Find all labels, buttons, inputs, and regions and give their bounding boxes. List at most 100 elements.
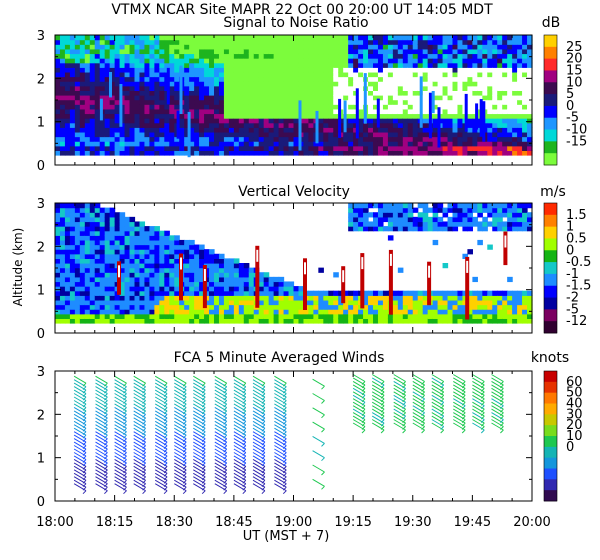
snr-cell [467, 118, 473, 124]
snr-cell [218, 131, 225, 138]
snr-cell [512, 62, 518, 68]
snr-cell [169, 62, 175, 68]
snr-cell [189, 150, 195, 156]
snr-cell [189, 35, 195, 41]
snr-cell [199, 58, 205, 64]
snr-cell [243, 62, 250, 68]
snr-cell [164, 48, 170, 55]
snr-cell [258, 85, 265, 91]
velocity-cell [169, 313, 175, 319]
velocity-cell [154, 313, 160, 319]
snr-cell [363, 39, 369, 45]
snr-cell [527, 90, 533, 96]
snr-cell [402, 53, 409, 59]
velocity-cell [119, 235, 126, 241]
velocity-cell [209, 286, 215, 292]
snr-cell [204, 141, 210, 147]
snr-cell [333, 85, 339, 91]
snr-spike [355, 88, 359, 139]
snr-cell [194, 76, 200, 82]
snr-cell [214, 44, 220, 50]
snr-cell [223, 44, 230, 50]
snr-cell [129, 39, 136, 45]
snr-cell [502, 127, 508, 133]
snr-cell [333, 122, 339, 128]
velocity-cell [427, 207, 434, 213]
velocity-cell [288, 290, 295, 296]
snr-cell [452, 145, 459, 151]
velocity-cell [109, 267, 116, 273]
snr-cell [139, 104, 146, 110]
wind-barb-flag [163, 452, 168, 456]
velocity-cell [214, 318, 220, 324]
snr-cell [452, 141, 459, 147]
snr-cell [223, 62, 230, 68]
snr-cell [184, 127, 190, 133]
snr-cell [462, 150, 469, 156]
velocity-cell [55, 244, 61, 250]
snr-cell [89, 48, 96, 55]
snr-cell [124, 95, 131, 101]
snr-cell [432, 58, 439, 64]
snr-cell [348, 127, 354, 133]
velocity-cell [174, 276, 180, 283]
velocity-cell [422, 304, 429, 310]
velocity-cell [343, 295, 349, 301]
snr-cell [412, 35, 419, 41]
snr-cell [69, 85, 76, 91]
snr-cell [189, 44, 195, 50]
snr-cell [507, 104, 513, 110]
snr-cell [502, 108, 508, 115]
snr-cell [288, 53, 295, 59]
snr-cell [268, 145, 275, 151]
snr-cell [179, 39, 185, 45]
snr-cell [84, 58, 91, 64]
velocity-cell [174, 263, 180, 269]
velocity-cell [522, 207, 528, 213]
wind-barb [274, 375, 287, 384]
velocity-cell [323, 309, 329, 315]
velocity-cell [134, 304, 141, 310]
snr-cell [149, 62, 155, 68]
snr-cell [79, 53, 86, 59]
snr-cell [293, 58, 300, 64]
wind-barb-flag [261, 466, 266, 470]
snr-cell [333, 48, 339, 55]
snr-cell [214, 48, 220, 55]
snr-cell [228, 48, 235, 55]
wind-barb-flag [261, 389, 266, 394]
snr-cell [407, 122, 414, 128]
snr-cell [382, 44, 389, 50]
snr-cell [333, 90, 339, 96]
snr-cell [89, 39, 96, 45]
snr-cell [273, 131, 280, 138]
snr-cell [238, 122, 245, 128]
snr-cell [273, 44, 280, 50]
snr-cell [104, 108, 111, 115]
velocity-cell [109, 230, 116, 236]
wind-barb-flag [201, 420, 206, 425]
snr-cell [472, 67, 478, 73]
velocity-cell [74, 299, 81, 306]
velocity-cell [149, 263, 155, 269]
snr-cell [139, 108, 146, 115]
velocity-cell [194, 309, 200, 315]
velocity-cell [233, 267, 240, 273]
snr-cell [149, 58, 155, 64]
snr-cell [343, 44, 349, 50]
snr-cell [323, 127, 329, 133]
snr-cell [84, 118, 91, 124]
velocity-cell [164, 286, 170, 292]
snr-cell [512, 35, 518, 41]
snr-cell [154, 39, 160, 45]
snr-cell [79, 62, 86, 68]
snr-cell [159, 122, 165, 128]
velocity-cell [119, 309, 126, 315]
wind-barb-flag [142, 459, 146, 463]
velocity-cell [278, 313, 285, 319]
snr-cell [293, 48, 300, 55]
velocity-cell [114, 226, 121, 232]
velocity-cell [104, 253, 111, 259]
velocity-cell [84, 272, 91, 278]
snr-cell [228, 58, 235, 64]
